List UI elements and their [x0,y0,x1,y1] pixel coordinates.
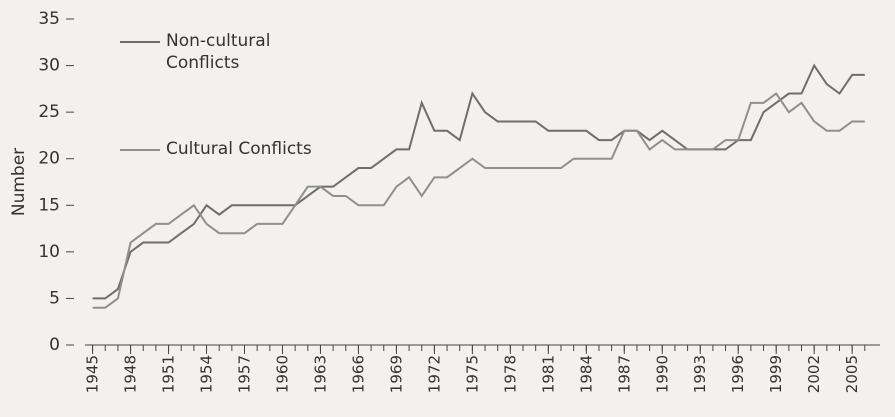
y-tick-label: 15 [38,195,60,215]
x-tick-label: 2002 [805,355,823,393]
x-tick-label: 1990 [653,355,671,393]
x-tick-label: 1948 [122,355,140,393]
x-tick-label: 1963 [311,355,329,393]
y-axis-label: Number [9,148,29,216]
legend-label: Non-cultural Conflicts [166,31,271,73]
x-tick-label: 1954 [198,355,216,393]
x-tick-label: 1981 [539,355,557,393]
y-tick-label: 10 [38,242,60,262]
x-tick-label: 1978 [501,355,519,393]
y-tick-label: 5 [49,288,60,308]
x-tick-label: 1987 [615,355,633,393]
series-line [92,63,865,300]
legend-label: Cultural Conflicts [166,139,312,159]
x-tick-label: 1993 [691,355,709,393]
x-tick-label: 1984 [577,355,595,393]
x-tick-label: 1951 [160,355,178,393]
y-tick-label: 30 [38,56,60,76]
x-tick-label: 1969 [387,355,405,393]
y-tick-label: 20 [38,149,60,169]
series-line [92,92,865,309]
x-tick-label: 2005 [843,355,861,393]
x-tick-label: 1960 [273,355,291,393]
y-tick-label: 25 [38,102,60,122]
x-tick-label: 1957 [236,355,254,393]
x-tick-label: 1999 [767,355,785,393]
x-tick-label: 1975 [463,355,481,393]
x-tick-label: 1945 [84,355,102,393]
x-tick-label: 1966 [349,355,367,393]
x-tick-label: 1972 [425,355,443,393]
x-tick-label: 1996 [729,355,747,393]
y-tick-label: 35 [38,9,60,29]
y-tick-label: 0 [49,335,60,355]
